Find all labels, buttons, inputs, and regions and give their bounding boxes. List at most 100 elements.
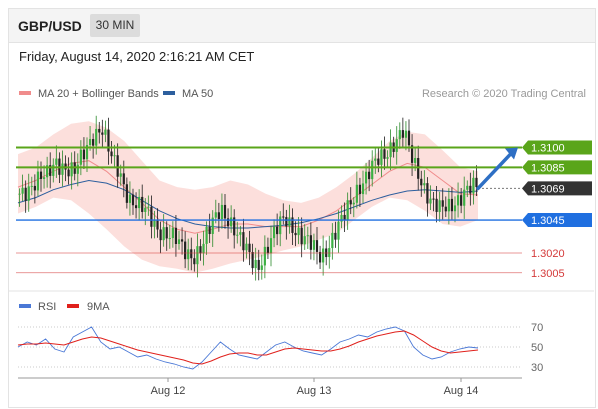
candle-body bbox=[196, 246, 199, 265]
ma20-line bbox=[17, 160, 479, 234]
candle-body bbox=[358, 184, 362, 195]
candle-body bbox=[24, 187, 27, 201]
last-price-tag bbox=[522, 181, 592, 196]
candle-body bbox=[85, 145, 89, 160]
legend-label-ma50: MA 50 bbox=[182, 88, 213, 100]
candle-body bbox=[159, 229, 162, 241]
candle-body bbox=[208, 226, 211, 234]
last-price-label: 1.3069 bbox=[531, 183, 565, 195]
candle-body bbox=[49, 165, 52, 176]
candle-body bbox=[67, 169, 70, 177]
candle-body bbox=[92, 139, 95, 146]
candle-body bbox=[190, 249, 193, 259]
candle-body bbox=[168, 238, 171, 240]
candle-body bbox=[420, 178, 423, 186]
rsi-9ma-line bbox=[17, 330, 479, 365]
resistance-label: 1.3100 bbox=[531, 143, 565, 155]
candle-body bbox=[134, 205, 138, 209]
candle-body bbox=[36, 171, 40, 191]
candle-body bbox=[113, 155, 116, 157]
candle-body bbox=[383, 149, 386, 159]
candle-body bbox=[466, 185, 469, 190]
candle-body bbox=[432, 198, 435, 200]
candle-body bbox=[361, 183, 365, 195]
candle-body bbox=[101, 132, 104, 135]
x-tick-label: Aug 13 bbox=[297, 385, 332, 397]
support-label: 1.3005 bbox=[531, 268, 565, 280]
candle-body bbox=[453, 205, 457, 212]
legend-label-ma20: MA 20 + Bollinger Bands bbox=[38, 88, 159, 100]
candle-body bbox=[39, 171, 43, 179]
candle-body bbox=[377, 158, 380, 165]
bollinger-band-area bbox=[18, 121, 478, 273]
resistance-label: 1.3085 bbox=[531, 162, 565, 174]
candle-body bbox=[199, 246, 202, 254]
candle-body bbox=[269, 238, 273, 254]
candle-body bbox=[131, 194, 135, 206]
candle-body bbox=[297, 227, 300, 236]
candle-body bbox=[116, 155, 119, 177]
candle-body bbox=[165, 227, 168, 239]
candle-body bbox=[368, 171, 371, 180]
candle-body bbox=[318, 251, 322, 263]
legend-swatch-9ma bbox=[67, 304, 79, 308]
candle-body bbox=[128, 194, 132, 203]
candle-body bbox=[349, 200, 352, 205]
forecast-arrow-shaft bbox=[476, 150, 514, 191]
candle-body bbox=[423, 183, 426, 186]
candle-body bbox=[98, 128, 101, 133]
candle-body bbox=[46, 165, 49, 178]
candle-body bbox=[147, 206, 150, 208]
candle-body bbox=[76, 164, 79, 174]
candle-body bbox=[236, 234, 239, 236]
candle-body bbox=[380, 149, 383, 165]
candle-body bbox=[187, 249, 190, 260]
rsi-line bbox=[17, 326, 479, 370]
candle-body bbox=[125, 184, 128, 203]
candle-body bbox=[404, 130, 408, 138]
instrument-symbol: GBP/USD bbox=[18, 18, 82, 34]
candle-body bbox=[104, 129, 107, 135]
candle-body bbox=[248, 243, 251, 253]
candle-body bbox=[441, 200, 444, 207]
timeframe-badge[interactable]: 30 MIN bbox=[90, 14, 140, 37]
candle-body bbox=[343, 214, 346, 220]
candle-body bbox=[417, 157, 420, 179]
support-label: 1.3020 bbox=[531, 248, 565, 260]
candle-body bbox=[444, 206, 447, 212]
rsi-tick-label: 70 bbox=[531, 322, 543, 334]
candle-body bbox=[18, 193, 21, 195]
candle-body bbox=[288, 217, 291, 227]
candle-body bbox=[395, 139, 398, 152]
candle-body bbox=[144, 207, 147, 212]
research-credit: Research © 2020 Trading Central bbox=[422, 88, 586, 100]
candle-body bbox=[469, 185, 472, 194]
candle-body bbox=[410, 145, 414, 163]
candle-body bbox=[110, 151, 113, 157]
candle-body bbox=[398, 130, 401, 140]
candle-body bbox=[217, 212, 220, 220]
candle-body bbox=[291, 217, 294, 233]
candle-body bbox=[447, 198, 450, 212]
candle-body bbox=[220, 204, 224, 220]
candle-body bbox=[438, 200, 441, 212]
legend-label-rsi: RSI bbox=[38, 301, 56, 313]
rsi-tick-label: 50 bbox=[531, 342, 543, 354]
candle-body bbox=[475, 177, 478, 188]
rsi-tick-label: 30 bbox=[531, 362, 543, 374]
candle-body bbox=[88, 139, 92, 146]
candle-body bbox=[407, 130, 411, 146]
candle-body bbox=[334, 232, 337, 240]
candle-body bbox=[460, 195, 463, 206]
candle-body bbox=[52, 164, 55, 176]
candle-body bbox=[374, 158, 377, 161]
candle-body bbox=[214, 212, 217, 218]
candle-body bbox=[171, 227, 174, 239]
candle-body bbox=[300, 227, 303, 245]
candle-body bbox=[309, 235, 312, 250]
candle-body bbox=[233, 217, 236, 236]
candle-body bbox=[33, 185, 36, 191]
candle-body bbox=[239, 232, 242, 235]
candle-body bbox=[276, 226, 279, 235]
resistance-tag bbox=[522, 140, 592, 155]
